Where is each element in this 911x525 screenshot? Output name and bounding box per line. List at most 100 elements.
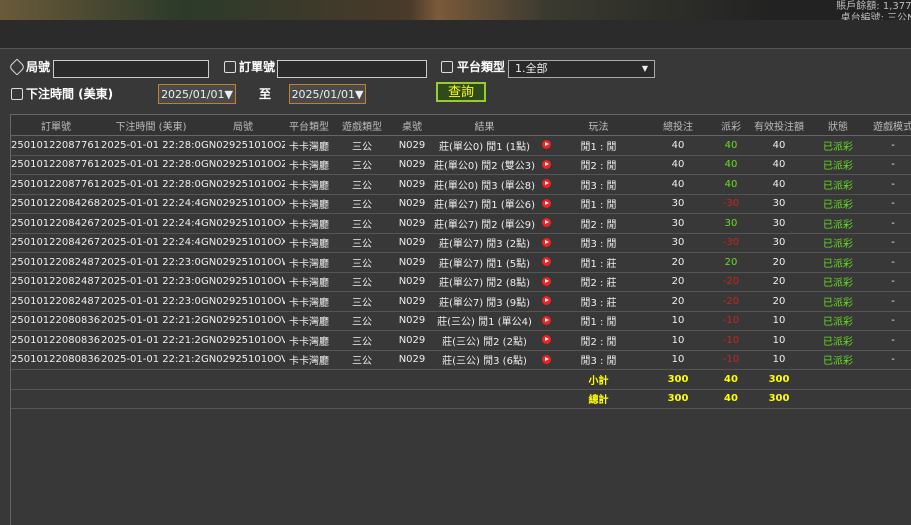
cell: GN029251010OW: [201, 291, 285, 312]
replay-button[interactable]: [541, 218, 551, 228]
cell: 已派彩: [811, 330, 865, 351]
row: 250101220808367 2025-01-01 22:21:24 GN0292…: [11, 330, 911, 351]
cell: 卡卡灣廳: [285, 272, 333, 292]
replay-button[interactable]: [541, 179, 551, 189]
replay-button[interactable]: [541, 296, 551, 306]
replay-cell: [536, 252, 556, 273]
cell: 20: [747, 291, 811, 312]
cell: -: [865, 272, 911, 292]
empty-cell: [11, 369, 101, 390]
clipboard-icon: [224, 61, 236, 73]
platform-select[interactable]: 1.全部 ▼: [508, 60, 655, 78]
search-button[interactable]: 查詢: [436, 82, 486, 102]
cell: 卡卡灣廳: [285, 311, 333, 331]
column-header: 遊戲模式: [865, 115, 911, 136]
cell: 閒1 : 閒: [556, 311, 641, 331]
replay-button[interactable]: [541, 335, 551, 345]
cell: 莊(單公7) 閒3 (9點): [433, 291, 536, 312]
cell: 莊(單公7) 閒2 (單公9): [433, 213, 536, 234]
cell: 三公: [333, 291, 391, 312]
replay-button[interactable]: [541, 257, 551, 267]
cell: 莊(三公) 閒1 (單公4): [433, 311, 536, 331]
cell: GN029251010OV: [201, 330, 285, 351]
cell: 卡卡灣廳: [285, 350, 333, 370]
empty-cell: [285, 389, 333, 409]
column-header: 有效投注額: [747, 115, 811, 136]
column-header: 遊戲類型: [333, 115, 391, 136]
date-to[interactable]: 2025/01/01▼: [289, 84, 366, 104]
cell: -10: [715, 350, 747, 370]
cell: 卡卡灣廳: [285, 135, 333, 156]
cell: 2025-01-01 22:24:45: [101, 213, 201, 234]
round-label: 局號: [26, 60, 51, 74]
cell: 莊(單公7) 閒1 (5點): [433, 252, 536, 273]
cell: 莊(單公0) 閒1 (1點): [433, 135, 536, 156]
column-header: 玩法: [556, 115, 641, 136]
replay-button[interactable]: [541, 198, 551, 208]
summary-label: 總計: [556, 389, 641, 409]
cell: 250101220877614: [11, 155, 101, 175]
row: 250101220824872 2025-01-01 22:23:01 GN0292…: [11, 291, 911, 312]
cell: 莊(單公7) 閒1 (單公6): [433, 194, 536, 214]
cell: 卡卡灣廳: [285, 291, 333, 312]
cell: 閒2 : 閒: [556, 330, 641, 351]
replay-cell: [536, 330, 556, 351]
replay-button[interactable]: [541, 315, 551, 325]
cell: 閒2 : 閒: [556, 213, 641, 234]
replay-button[interactable]: [541, 354, 551, 364]
cell: 40: [747, 174, 811, 195]
empty-cell: [391, 369, 433, 390]
column-header: 派彩: [715, 115, 747, 136]
cell: -30: [715, 233, 747, 253]
row: 250101220877614 2025-01-01 22:28:05 GN0292…: [11, 155, 911, 175]
summary-valid: 300: [747, 389, 811, 409]
empty-cell: [11, 389, 101, 409]
cell: 10: [641, 311, 715, 331]
summary-row: 總計 300 40 300: [11, 389, 911, 409]
replay-button[interactable]: [541, 237, 551, 247]
date-from[interactable]: 2025/01/01▼: [158, 84, 236, 104]
date-to-value: 2025/01/01: [291, 88, 355, 101]
toolbar: [0, 20, 911, 49]
summary-payout: 40: [715, 369, 747, 390]
table-number: 桌台編號: 三公N2: [840, 13, 911, 20]
row: 250101220808368 2025-01-01 22:21:24 GN0292…: [11, 311, 911, 331]
row: 250101220877615 2025-01-01 22:28:05 GN0292…: [11, 135, 911, 156]
cell: 30: [641, 194, 715, 214]
cell: -: [865, 350, 911, 370]
cell: 已派彩: [811, 233, 865, 253]
empty-cell: [536, 369, 556, 390]
cell: -10: [715, 311, 747, 331]
banner: 賬戶餘額: 1,377.0 桌台編號: 三公N2: [0, 0, 911, 20]
cell: GN029251010OW: [201, 252, 285, 273]
cell: 250101220842679: [11, 213, 101, 234]
summary-valid: 300: [747, 369, 811, 390]
cell: N029: [391, 194, 433, 214]
column-header: 局號: [201, 115, 285, 136]
replay-button[interactable]: [541, 159, 551, 169]
cell: 20: [747, 252, 811, 273]
order-input[interactable]: [277, 60, 427, 78]
cell: 三公: [333, 350, 391, 370]
cell: 三公: [333, 330, 391, 351]
empty-cell: [865, 369, 911, 390]
cell: 20: [747, 272, 811, 292]
cell: 閒2 : 閒: [556, 155, 641, 175]
replay-cell: [536, 155, 556, 175]
cell: GN029251010OV: [201, 311, 285, 331]
row: 250101220842678 2025-01-01 22:24:45 GN0292…: [11, 233, 911, 253]
cell: 已派彩: [811, 155, 865, 175]
cell: GN029251010OW: [201, 272, 285, 292]
cell: 2025-01-01 22:24:45: [101, 194, 201, 214]
cell: N029: [391, 233, 433, 253]
replay-button[interactable]: [541, 140, 551, 150]
cell: 閒3 : 閒: [556, 174, 641, 195]
cell: 250101220842678: [11, 233, 101, 253]
cell: 2025-01-01 22:21:24: [101, 311, 201, 331]
replay-button[interactable]: [541, 276, 551, 286]
cell: 20: [715, 252, 747, 273]
table: 訂單號 下注時間 (美東) 局號 平台類型 遊戲類型 桌號 結果 玩法 總投注 派彩 有效投注額 狀態…: [11, 115, 911, 409]
cell: 三公: [333, 233, 391, 253]
replay-cell: [536, 233, 556, 253]
round-input[interactable]: [53, 60, 209, 78]
